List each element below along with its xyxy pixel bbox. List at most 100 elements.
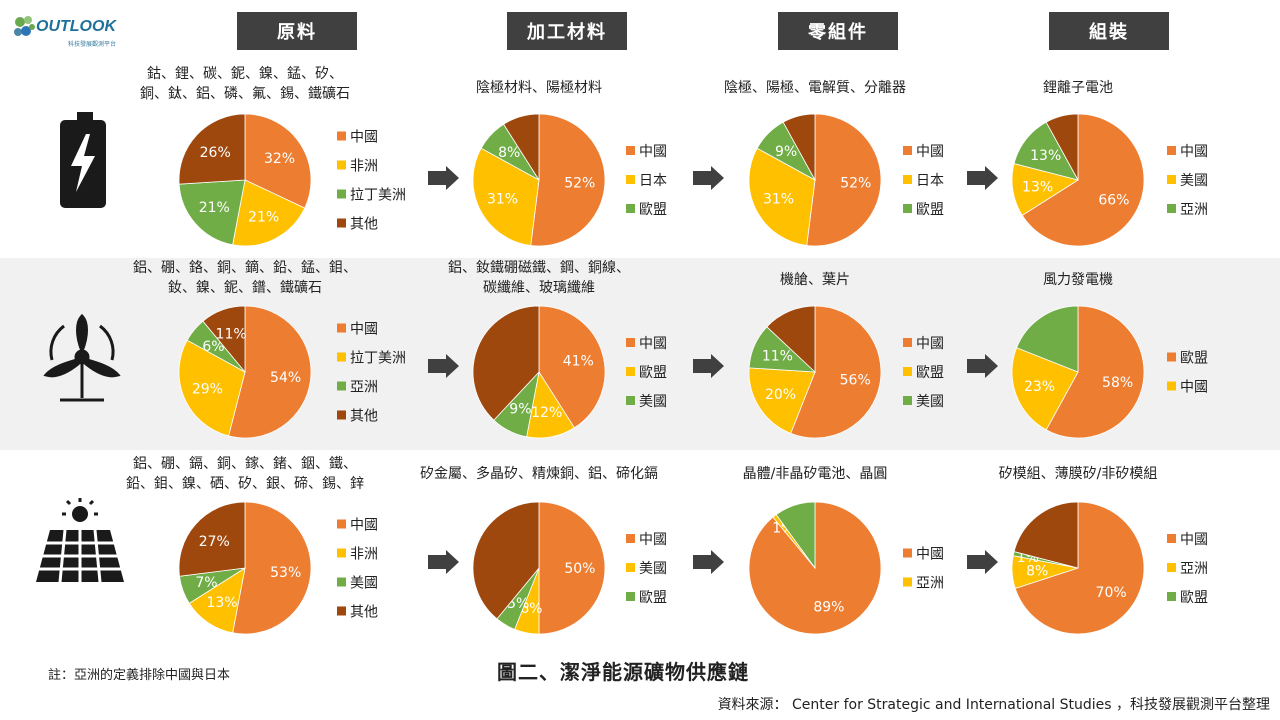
slice-label: 23%: [1024, 379, 1055, 395]
solar-panel-icon: [36, 498, 124, 583]
chart-caption: 鉛、鉬、鎳、硒、矽、銀、碲、錫、鋅: [126, 475, 364, 492]
pie-slice: [1045, 305, 1145, 439]
legend-swatch: [903, 204, 912, 213]
pie-slice: [472, 147, 540, 246]
legend-entry: 中國: [639, 336, 667, 352]
pie-slice: [1021, 113, 1145, 247]
legend-swatch: [903, 396, 912, 405]
slice-label: 29%: [192, 381, 223, 397]
legend-swatch: [626, 367, 635, 376]
legend-swatch: [1167, 146, 1176, 155]
legend-swatch: [337, 577, 346, 587]
legend-swatch: [1167, 204, 1176, 213]
legend-swatch: [626, 563, 635, 572]
legend-swatch: [337, 606, 346, 616]
pie-slice: [228, 305, 312, 439]
chart-caption: 風力發電機: [1043, 272, 1113, 288]
slice-label: 20%: [765, 387, 796, 403]
slice-label: 13%: [206, 595, 237, 611]
legend-entry: 中國: [350, 518, 378, 534]
legend-entry: 亞洲: [916, 576, 944, 592]
pie-slice: [178, 179, 246, 246]
legend-swatch: [903, 548, 912, 558]
legend-swatch: [337, 218, 346, 228]
pie-slice: [766, 305, 816, 373]
pie-slice: [232, 501, 312, 635]
pie-slice: [503, 113, 540, 182]
legend-swatch: [1167, 563, 1176, 572]
figure-title: 圖二、潔淨能源礦物供應鏈: [497, 660, 749, 684]
slice-label: 58%: [1102, 375, 1133, 391]
flow-arrow-icon: [693, 550, 724, 574]
legend-swatch: [337, 410, 346, 420]
legend-entry: 歐盟: [916, 202, 944, 218]
pie-slice: [472, 501, 540, 620]
pie-slice: [748, 147, 816, 246]
legend-entry: 拉丁美洲: [350, 351, 406, 367]
battery-icon: [60, 112, 106, 208]
stage-header-processed-materials: 加工材料: [507, 12, 627, 50]
flow-arrow-icon: [693, 354, 724, 378]
legend-entry: 中國: [1180, 144, 1208, 160]
pie-chart-0-0: 32% 21% 21% 26% 鈷、鋰、碳、鈮、鎳、錳、矽、銅、鈦、鋁、磷、氟、錫、鐵礦…: [140, 65, 406, 247]
legend-entry: 亞洲: [1180, 561, 1208, 577]
legend-entry: 歐盟: [639, 202, 667, 218]
pie-slice: [1014, 501, 1145, 635]
flow-arrow-icon: [967, 166, 998, 190]
legend-entry: 其他: [350, 217, 378, 233]
legend-entry: 歐盟: [1180, 590, 1208, 606]
slice-label: 50%: [564, 561, 595, 577]
legend-entry: 亞洲: [350, 380, 378, 396]
pie-slice: [790, 305, 882, 439]
flow-arrow-icon: [428, 354, 459, 378]
slice-label: 13%: [1022, 179, 1053, 195]
slice-label: 41%: [563, 354, 594, 370]
legend-swatch: [903, 577, 912, 587]
legend-swatch: [337, 323, 346, 333]
logo-subtitle: 科技發展觀測平台: [68, 41, 117, 48]
chart-caption: 鋁、硼、鎘、銅、鎵、鍺、銦、鐵、: [133, 455, 357, 472]
pie-slice: [748, 367, 816, 434]
legend-entry: 中國: [916, 144, 944, 160]
legend-swatch: [626, 146, 635, 155]
supply-chain-charts: 32% 21% 21% 26% 鈷、鋰、碳、鈮、鎳、錳、矽、銅、鈦、鋁、磷、氟、錫、鐵礦…: [36, 65, 1208, 635]
slice-label: 56%: [840, 373, 871, 389]
chart-caption: 機艙、葉片: [780, 272, 850, 288]
stage-header-assembly: 組裝: [1049, 12, 1169, 50]
slice-label: 70%: [1096, 585, 1127, 601]
legend-swatch: [626, 338, 635, 347]
pie-chart-1-0: 54% 29% 6%11% 鋁、硼、鉻、銅、鏑、鉛、錳、鉬、釹、鎳、鈮、鐠、鐵礦石中國…: [133, 259, 406, 439]
legend-entry: 歐盟: [1180, 351, 1208, 367]
chart-caption: 銅、鈦、鋁、磷、氟、錫、鐵礦石: [140, 85, 350, 102]
slice-label: 9%: [509, 402, 531, 418]
pie-slice: [782, 113, 816, 181]
slice-label: 27%: [199, 534, 230, 550]
legend-entry: 日本: [916, 173, 944, 189]
legend-swatch: [1167, 175, 1176, 184]
pie-slice: [775, 501, 816, 570]
slice-label: 11%: [216, 327, 247, 343]
chart-caption: 碳纖維、玻璃纖維: [483, 279, 595, 296]
pie-slice: [1045, 113, 1079, 181]
legend-entry: 歐盟: [916, 365, 944, 381]
chart-caption: 釹、鎳、鈮、鐠、鐵礦石: [168, 279, 322, 296]
legend-swatch: [903, 146, 912, 155]
slice-label: 52%: [840, 176, 871, 192]
chart-caption: 晶體/非晶矽電池、晶圓: [743, 466, 888, 482]
footnote: 註：亞洲的定義排除中國與日本: [48, 668, 231, 683]
legend-entry: 中國: [639, 532, 667, 548]
pie-slice: [806, 113, 882, 247]
flow-arrow-icon: [967, 550, 998, 574]
legend-entry: 中國: [639, 144, 667, 160]
slice-label: 54%: [270, 370, 301, 386]
pie-slice: [178, 501, 246, 577]
chart-caption: 鋁、硼、鉻、銅、鏑、鉛、錳、鉬、: [133, 259, 357, 276]
chart-caption: 矽金屬、多晶矽、精煉銅、鋁、碲化鎘: [420, 465, 658, 482]
chart-caption: 陰極、陽極、電解質、分離器: [724, 79, 906, 96]
